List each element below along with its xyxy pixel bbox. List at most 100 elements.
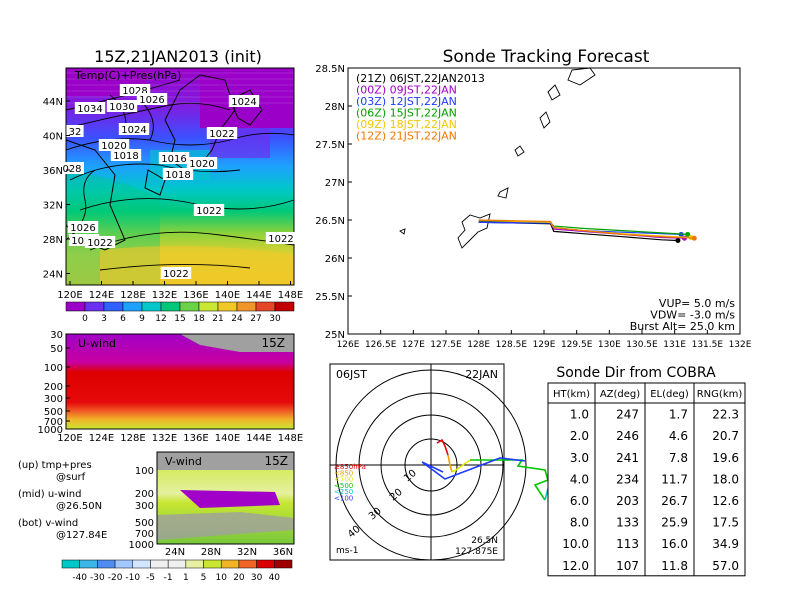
temp-colorbar-swatch [217,301,238,312]
level-legend-entry: <500 [334,482,353,490]
wind-colorbar-tick: -1 [164,573,173,583]
uwind-y-tick-label: 50 [50,344,63,355]
lon-tick-label: 144E [246,290,271,301]
track-x-tick-label: 131.5E [692,340,724,350]
track-x-tick-label: 130.5E [626,340,658,350]
vwind-y-tick-label: 300 [135,501,154,512]
temp-colorbar-tick: 6 [120,314,126,324]
temp-colorbar-tick: 18 [193,314,205,324]
temp-colorbar-swatch [236,301,257,312]
table-cell: 11.7 [661,472,688,486]
pressure-label: 1018 [165,170,190,181]
panel-legend-text: (up) tmp+pres@surf (mid) u-wind@26.50N (bo… [18,460,107,541]
pressure-label: 1022 [268,234,293,245]
table-cell: 12.0 [562,559,589,573]
vwind-x-tick-label: 32N [237,547,257,558]
uwind-x-tick-label: 136E [183,433,208,444]
vwind-panel [156,451,295,545]
track-x-tick-label: 128.5E [496,340,528,350]
temp-colorbar-tick: 27 [250,314,261,324]
vwind-y-tick-label: 500 [135,518,154,529]
track-y-tick-label: 28.5N [315,64,345,75]
pressure-label: 1020 [101,141,126,152]
pressure-label-bg [110,149,142,161]
track-y-tick-label: 25N [325,330,345,341]
pressure-label-bg [106,100,138,112]
wind-colorbar-tick: -20 [108,573,123,583]
wind-colorbar-tick: -40 [72,573,87,583]
temp-colorbar-tick: 15 [174,314,185,324]
track-x-tick-label: 126E [337,340,360,350]
pressure-label-bg [60,162,84,174]
table-header-cell: HT(km) [553,389,590,400]
legend-line-sub: @127.84E [56,530,107,541]
pressure-label: 1022 [163,269,188,280]
table-cell: 4.6 [669,429,688,443]
pressure-label-bg [265,232,297,244]
temp-colorbar-swatch [179,301,200,312]
track-legend-entry: (00Z) 09JST,22JAN [356,84,457,97]
lon-tick-label: 136E [183,290,208,301]
uwind-x-tick-label: 120E [57,433,82,444]
table-cell: 2.0 [570,429,589,443]
track-x-tick-label: 128E [467,340,490,350]
table-cell: 133 [616,516,639,530]
pressure-label-bg [136,93,168,105]
track-y-tick-label: 27.5N [315,140,345,151]
table-cell: 20.7 [712,429,739,443]
wind-colorbar-tick: 20 [233,573,245,583]
wind-colorbar-tick: -10 [125,573,140,583]
track-coastlines [399,67,596,249]
table-cell: 113 [616,537,639,551]
temp-colorbar-swatch [160,301,181,312]
uwind-y-tick-label: 200 [44,382,63,393]
wind-colorbar-swatch [150,559,169,569]
vwind-x-ticks: 24N 28N 32N 36N [165,547,293,558]
vwind-time: 15Z [265,454,289,468]
wind-colorbar-tick: 5 [201,573,207,583]
pressure-label-bg [67,221,99,233]
lat-tick-label: 40N [43,132,63,143]
wind-colorbar-swatch [274,559,293,569]
pressure-label: 1030 [109,102,134,113]
uwind-x-ticks: 120E 124E 128E 132E 136E 140E 144E 148E [57,433,303,444]
table-cell: 246 [616,429,639,443]
temp-colorbar-swatch [198,301,219,312]
wind-colorbar-swatch [185,559,204,569]
temp-colorbar-tick: 0 [82,314,88,324]
temp-colorbar-tick: 21 [212,314,223,324]
vwind-x-tick-label: 24N [165,547,185,558]
table-cell: 107 [616,559,639,573]
table-header-cell: EL(deg) [650,389,689,400]
legend-line-sub: @surf [56,472,86,483]
pressure-label-bg [84,236,116,248]
track-y-tick-label: 25.5N [315,292,345,303]
temp-map-label: Temp(C)+Pres(hPa) [74,69,181,82]
uwind-time: 15Z [262,336,286,350]
uwind-y-tick-label: 700 [44,417,63,428]
pressure-label-bg [206,127,238,139]
table-cell: 25.9 [661,516,688,530]
table-cell: 17.5 [712,516,739,530]
pressure-label-bg [74,102,106,114]
vwind-label: V-wind [165,455,202,468]
pressure-label-bg [228,95,260,107]
temp-colorbar-swatch [255,301,276,312]
track-end-point [691,235,697,241]
lon-tick-label: 132E [152,290,177,301]
pressure-label: 1028 [122,86,147,97]
track-x-tick-label: 130E [598,340,621,350]
wind-colorbar-tick: 10 [216,573,228,583]
polar-location-lat: 26.5N [471,536,498,546]
table-cell: 11.8 [661,559,688,573]
table-cell: 10.0 [562,537,589,551]
table-cell: 18.0 [712,472,739,486]
wind-colorbar-swatch [238,559,257,569]
track-x-tick-label: 129.5E [561,340,593,350]
pressure-label: 1024 [231,97,256,108]
track-end-point [675,238,681,244]
wind-colorbar-swatch [256,559,275,569]
table-cell: 12.6 [712,494,739,508]
